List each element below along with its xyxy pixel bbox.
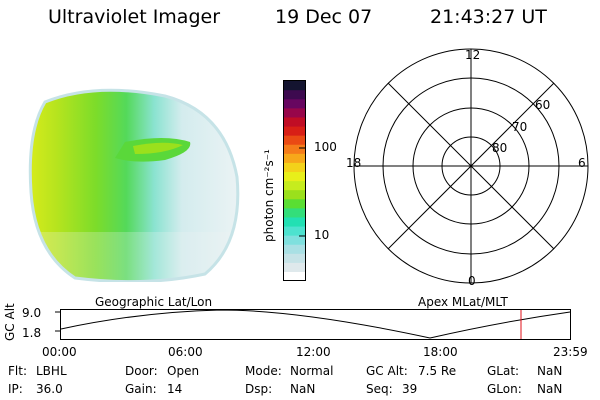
- colorbar-segment: [284, 144, 305, 154]
- lat-label-70: 70: [512, 120, 528, 134]
- mlt-label-18: 18: [346, 156, 362, 170]
- ip-label: IP:: [8, 382, 23, 396]
- seq-value: 39: [402, 382, 418, 396]
- colorbar-tick-100: 100: [314, 140, 337, 154]
- colorbar-segment: [284, 89, 305, 100]
- colorbar-segment: [284, 189, 305, 200]
- dsp-label: Dsp:: [245, 382, 273, 396]
- glat-value: NaN: [537, 364, 563, 378]
- colorbar-tick-10: 10: [314, 228, 330, 242]
- color-scale-bar: [283, 80, 306, 282]
- apex-caption: Apex MLat/MLT: [418, 295, 508, 309]
- gc-alt-label: GC Alt:: [366, 364, 408, 378]
- gain-value: 14: [167, 382, 183, 396]
- lat-label-80: 80: [492, 141, 508, 155]
- colorbar-segment: [284, 262, 305, 273]
- xtick-0600: 06:00: [168, 345, 203, 359]
- mlt-label-12: 12: [465, 48, 481, 62]
- seq-label: Seq:: [366, 382, 393, 396]
- door-label: Door:: [125, 364, 158, 378]
- colorbar-segment: [284, 207, 305, 218]
- gc-alt-value: 7.5 Re: [418, 364, 457, 378]
- lat-label-60: 60: [535, 98, 551, 112]
- dsp-value: NaN: [290, 382, 316, 396]
- colorbar-segment: [284, 198, 305, 209]
- mode-label: Mode:: [245, 364, 282, 378]
- colorbar-segment: [284, 171, 305, 182]
- colorbar-segment: [284, 153, 305, 163]
- geographic-caption: Geographic Lat/Lon: [95, 295, 213, 309]
- xtick-0000: 00:00: [42, 345, 77, 359]
- colorbar-segment: [284, 116, 305, 127]
- ytick-1-8: 1.8: [22, 326, 42, 340]
- date-label: 19 Dec 07: [275, 6, 373, 28]
- glon-label: GLon:: [487, 382, 522, 396]
- xtick-1200: 12:00: [296, 345, 331, 359]
- ip-value: 36.0: [36, 382, 63, 396]
- altitude-timeline: [55, 309, 571, 340]
- gain-label: Gain:: [125, 382, 157, 396]
- colorbar-segment: [284, 80, 305, 91]
- mlt-label-0: 0: [468, 274, 476, 288]
- instrument-title: Ultraviolet Imager: [48, 6, 221, 28]
- colorbar-segment: [284, 235, 305, 245]
- colorbar-segment: [284, 253, 305, 263]
- xtick-1800: 18:00: [423, 345, 458, 359]
- auroral-image: [28, 88, 240, 282]
- colorbar-unit-label: photon cm⁻²s⁻¹: [262, 149, 276, 242]
- xtick-2359: 23:59: [553, 345, 588, 359]
- mode-value: Normal: [290, 364, 334, 378]
- colorbar-segment: [284, 271, 305, 282]
- colorbar-segment: [284, 135, 305, 145]
- colorbar-segment: [284, 107, 305, 118]
- colorbar-segment: [284, 216, 305, 227]
- mlt-label-6: 6: [578, 156, 586, 170]
- time-label: 21:43:27 UT: [430, 6, 547, 28]
- gc-alt-axis-label: GC Alt: [3, 303, 17, 341]
- glon-value: NaN: [537, 382, 563, 396]
- filter-value: LBHL: [36, 364, 67, 378]
- colorbar-segment: [284, 162, 305, 173]
- ytick-9: 9.0: [22, 306, 42, 320]
- glat-label: GLat:: [487, 364, 520, 378]
- colorbar-segment: [284, 125, 305, 136]
- colorbar-segment: [284, 180, 305, 191]
- polar-plot: [353, 48, 589, 284]
- colorbar-segment: [284, 225, 305, 236]
- filter-label: Flt:: [8, 364, 27, 378]
- colorbar-segment: [284, 98, 305, 109]
- door-value: Open: [167, 364, 200, 378]
- colorbar-segment: [284, 244, 305, 254]
